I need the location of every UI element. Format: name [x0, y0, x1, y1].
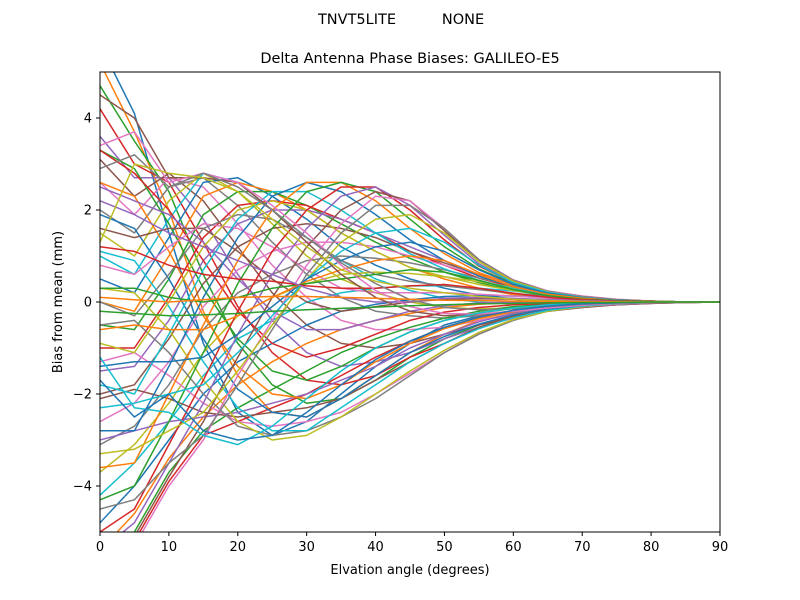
x-tick-label: 0: [96, 540, 104, 555]
y-tick-label: −4: [73, 480, 92, 495]
series-line-22: [116, 300, 720, 532]
y-axis-ticks: −4 −2 0 2 4: [73, 112, 100, 495]
figure-suptitle-left: TNVT5LITE: [317, 12, 396, 28]
series-line-24: [138, 301, 720, 532]
x-tick-label: 50: [436, 540, 453, 555]
series-line-63: [100, 301, 720, 317]
y-tick-label: 4: [84, 112, 92, 127]
series-layer: [100, 72, 720, 532]
x-tick-label: 90: [712, 540, 729, 555]
series-line-44: [100, 186, 720, 532]
x-tick-label: 10: [161, 540, 178, 555]
y-tick-label: −2: [73, 388, 92, 403]
y-axis-label: Bias from mean (mm): [51, 231, 66, 373]
x-tick-label: 20: [230, 540, 247, 555]
x-tick-label: 80: [643, 540, 660, 555]
y-tick-label: 0: [84, 296, 92, 311]
x-axis-label: Elvation angle (degrees): [330, 563, 489, 578]
series-line-18: [100, 255, 720, 446]
figure-suptitle-right: NONE: [442, 12, 484, 28]
x-tick-label: 70: [574, 540, 591, 555]
series-line-47: [141, 195, 720, 532]
x-tick-label: 60: [505, 540, 522, 555]
chart-title: Delta Antenna Phase Biases: GALILEO-E5: [260, 51, 559, 67]
x-tick-label: 30: [298, 540, 315, 555]
y-tick-label: 2: [84, 204, 92, 219]
x-tick-label: 40: [367, 540, 384, 555]
x-axis-ticks: 0 10 20 30 40 50 60 70 80 90: [96, 532, 728, 555]
